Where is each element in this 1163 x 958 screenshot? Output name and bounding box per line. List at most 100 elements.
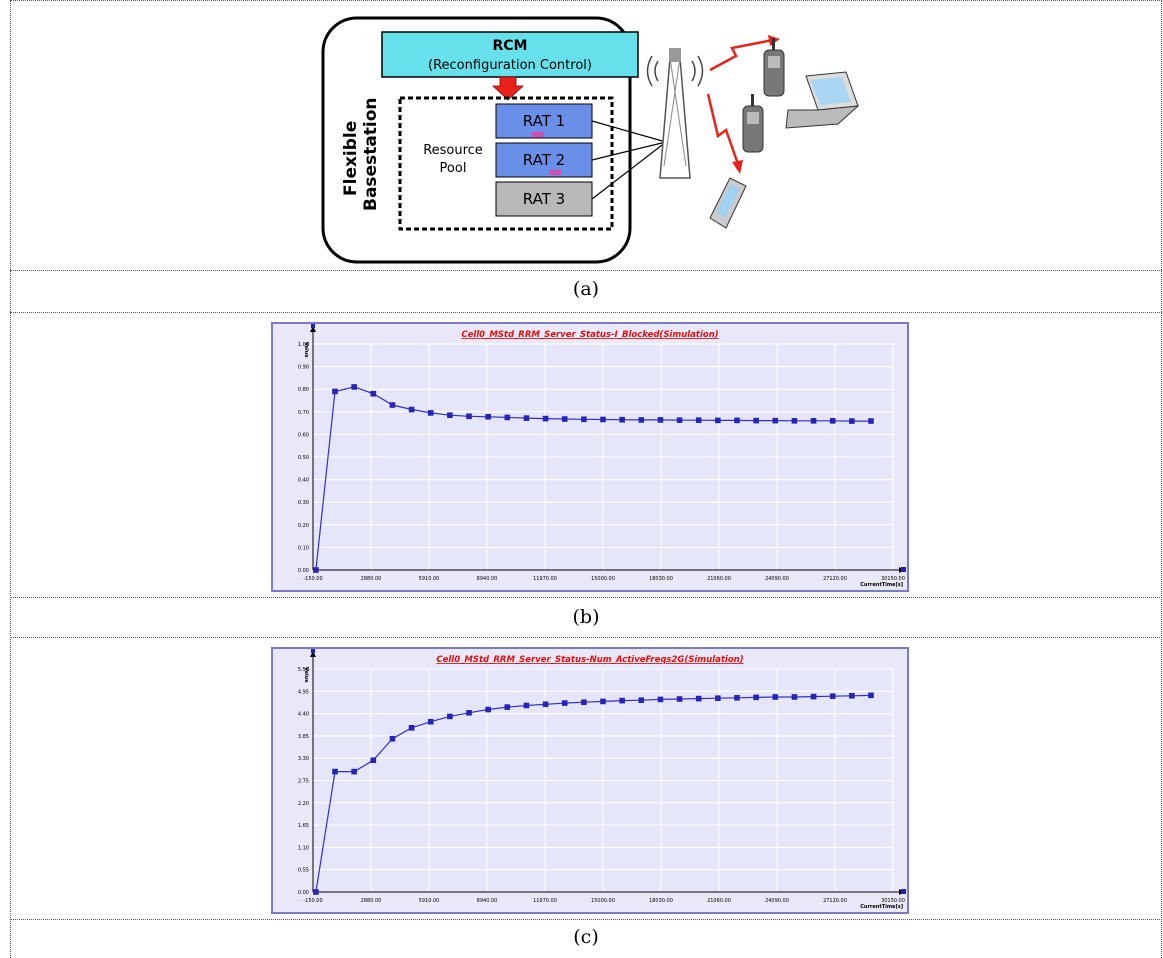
arrowhead-icon xyxy=(732,160,743,174)
y-tick-label: 0.60 xyxy=(298,432,309,438)
data-point xyxy=(772,417,779,424)
x-tick-label: 21060.00 xyxy=(707,576,731,582)
y-tick-label: 4.40 xyxy=(298,712,309,718)
x-tick-label: 27120.00 xyxy=(823,898,847,904)
data-point xyxy=(619,697,625,704)
data-point xyxy=(695,417,702,423)
x-tick-label: 30150.00 xyxy=(881,576,905,582)
data-point xyxy=(427,718,434,725)
mobile-phone-icon xyxy=(742,94,764,153)
laptop-icon xyxy=(785,71,860,129)
data-point xyxy=(676,696,683,702)
rat-1-label: RAT 1 xyxy=(523,112,565,130)
link-icon xyxy=(532,132,544,137)
y-tick-label: 0.10 xyxy=(298,545,309,551)
wireless-link-arrow-icon xyxy=(706,93,740,165)
data-point xyxy=(600,698,606,705)
table-border-top xyxy=(10,0,1162,1)
data-point xyxy=(313,567,319,573)
y-tick-label: 1.10 xyxy=(298,845,309,851)
y-axis-label: Value xyxy=(303,342,309,358)
data-point xyxy=(868,418,874,424)
data-point xyxy=(351,384,357,390)
y-tick-label: 3.85 xyxy=(298,734,309,740)
data-point xyxy=(313,889,319,895)
data-point xyxy=(389,735,396,742)
x-tick-label: -150.00 xyxy=(303,898,322,904)
data-point xyxy=(600,416,606,423)
data-point xyxy=(715,695,721,701)
row-divider xyxy=(10,270,1162,271)
y-tick-label: 0.55 xyxy=(298,868,309,874)
data-point xyxy=(504,414,511,421)
resource-pool-label-2: Pool xyxy=(440,161,467,176)
data-point xyxy=(829,693,836,699)
axis-end-marker xyxy=(311,324,315,328)
row-divider xyxy=(10,597,1162,598)
rat-3-label: RAT 3 xyxy=(523,190,565,208)
y-tick-label: 1.00 xyxy=(298,342,309,348)
basestation-label-1: Flexible xyxy=(341,121,361,196)
data-point xyxy=(523,415,530,421)
data-point xyxy=(370,390,377,397)
y-axis-arrow-icon xyxy=(310,326,316,332)
mobile-phone-icon xyxy=(763,38,785,97)
data-point xyxy=(389,402,396,408)
data-point xyxy=(466,709,472,716)
y-tick-label: 0.90 xyxy=(298,365,309,371)
series-line xyxy=(315,386,871,571)
x-tick-label: 11970.00 xyxy=(533,898,557,904)
data-point xyxy=(715,417,721,424)
y-tick-label: 2.20 xyxy=(298,801,309,807)
rcm-box xyxy=(381,31,639,78)
basestation-label-2: Basestation xyxy=(361,97,381,211)
data-point xyxy=(772,694,779,700)
data-point xyxy=(849,418,855,424)
y-tick-label: 0.80 xyxy=(298,387,309,393)
data-point xyxy=(810,418,817,424)
data-point xyxy=(581,699,587,706)
data-point xyxy=(447,713,453,720)
caption-a: (a) xyxy=(572,278,600,300)
chart-title: Cell0_MStd_RRM_Server_Status-I_Blocked(S… xyxy=(461,330,718,340)
y-tick-label: 0.70 xyxy=(298,410,309,416)
chart-b: Cell0_MStd_RRM_Server_Status-I_Blocked(S… xyxy=(271,322,909,592)
x-tick-label: 21060.00 xyxy=(707,898,731,904)
axis-end-marker xyxy=(901,889,906,894)
wireless-link-arrow-icon xyxy=(709,38,774,72)
y-tick-label: 0.30 xyxy=(298,500,309,506)
y-tick-label: 5.50 xyxy=(298,667,309,673)
table-border-right xyxy=(1161,0,1162,958)
x-tick-label: 15000.00 xyxy=(591,898,615,904)
rat-2-label: RAT 2 xyxy=(523,151,565,169)
x-axis-label: CurrentTime[s] xyxy=(860,904,903,910)
data-point xyxy=(370,757,377,764)
data-point xyxy=(332,768,338,775)
connection-line xyxy=(591,120,667,143)
data-point xyxy=(734,694,740,701)
caption-c: (c) xyxy=(573,926,599,948)
y-tick-label: 0.00 xyxy=(298,568,309,574)
y-axis-label: Value xyxy=(303,667,309,683)
x-axis-label: CurrentTime[s] xyxy=(860,582,903,588)
x-tick-label: 18030.00 xyxy=(649,898,673,904)
data-point xyxy=(542,701,549,708)
rat-3-box xyxy=(495,181,593,217)
x-tick-label: 15000.00 xyxy=(591,576,615,582)
row-divider xyxy=(10,919,1162,920)
data-point xyxy=(753,417,759,424)
connection-line xyxy=(591,141,667,161)
data-point xyxy=(868,692,874,699)
data-point xyxy=(561,416,568,422)
data-point xyxy=(657,696,664,703)
data-point xyxy=(427,410,434,416)
row-divider xyxy=(10,637,1162,638)
data-point xyxy=(408,406,415,413)
x-tick-label: 8940.00 xyxy=(477,898,498,904)
data-point xyxy=(849,692,855,699)
data-point xyxy=(466,413,472,420)
basestation-diagram: Flexible Basestation RCM (Reconfiguratio… xyxy=(321,16,860,264)
x-tick-label: 27120.00 xyxy=(823,576,847,582)
x-tick-label: 2880.00 xyxy=(361,576,382,582)
data-point xyxy=(829,418,836,424)
